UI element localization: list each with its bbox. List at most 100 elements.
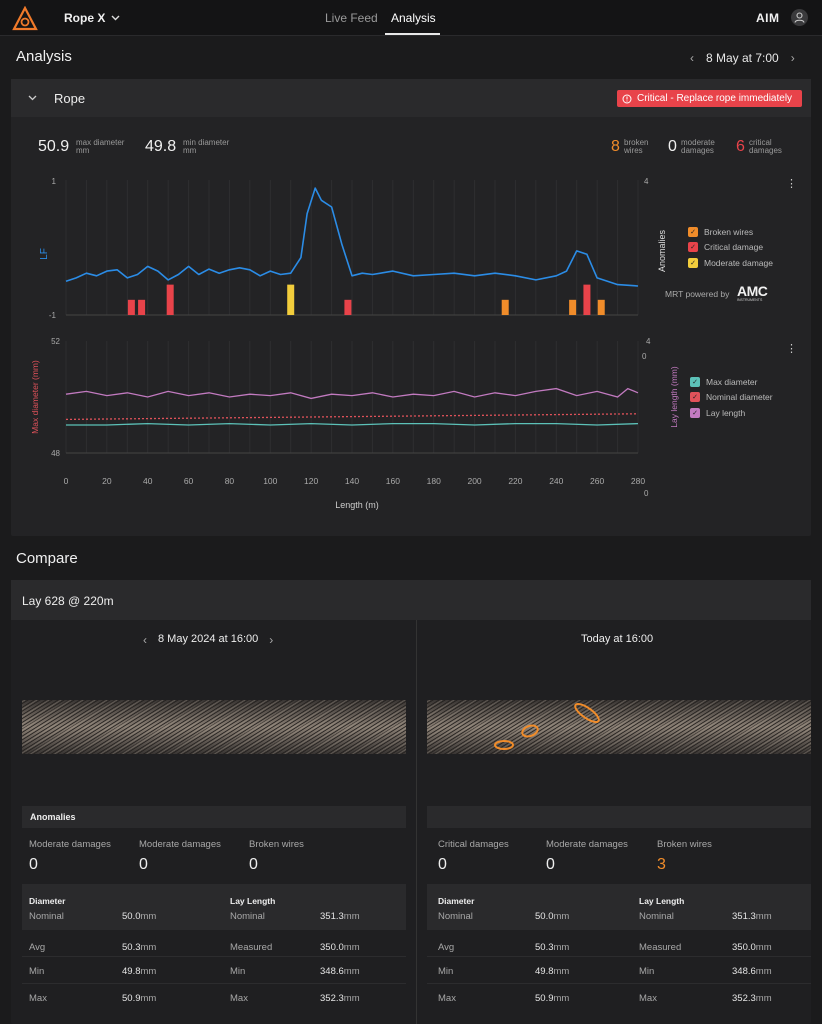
right-compare-date: Today at 16:00 xyxy=(581,633,654,645)
diameter-row-label: Avg xyxy=(29,942,46,953)
x-tick-label: 60 xyxy=(184,476,194,486)
tab-analysis[interactable]: Analysis xyxy=(391,11,436,25)
user-icon[interactable] xyxy=(791,9,808,26)
x-tick-label: 20 xyxy=(102,476,112,486)
right-stat-value: 3 xyxy=(657,856,666,873)
x-tick-label: 200 xyxy=(467,476,481,486)
critical-status-text: Critical - Replace rope immediately xyxy=(637,93,793,104)
left-stat-label: Moderate damages xyxy=(139,839,221,850)
anomaly-bar-broken xyxy=(569,299,577,315)
diameter-row-value: 50.9mm xyxy=(535,993,570,1004)
series-line-lay-length xyxy=(65,387,639,400)
rope-card-title: Rope xyxy=(54,91,86,106)
critical-damages-count: 6 xyxy=(736,138,745,155)
diameter-title: Diameter xyxy=(29,896,66,906)
diameter-row-value: 50.3mm xyxy=(122,942,157,953)
x-tick-label: 220 xyxy=(508,476,522,486)
legend-broken-wires[interactable]: ✓ Broken wires xyxy=(688,227,753,237)
broken-wires-count: 8 xyxy=(611,138,620,155)
legend-lay-length[interactable]: ✓ Lay length xyxy=(690,408,745,418)
row-divider xyxy=(22,956,406,957)
amc-logo: AMC xyxy=(737,283,768,299)
legend-moderate-damage[interactable]: ✓ Moderate damage xyxy=(688,258,773,268)
next-date-button[interactable]: › xyxy=(790,51,795,65)
lay-length-row-value: 348.6mm xyxy=(320,966,360,977)
y-tick-label: 48 xyxy=(51,449,60,458)
legend-max-diameter[interactable]: ✓ Max diameter xyxy=(690,377,758,387)
diameter-row-label: Avg xyxy=(438,942,455,953)
y2-tick-label: 4 xyxy=(646,337,651,346)
legend-critical-damage[interactable]: ✓ Critical damage xyxy=(688,242,763,252)
analysis-title: Analysis xyxy=(16,48,72,65)
logo-icon[interactable] xyxy=(12,6,38,32)
y2-tick-label: 4 xyxy=(644,177,649,186)
right-stat-label: Broken wires xyxy=(657,839,712,850)
x-tick-label: 160 xyxy=(386,476,400,486)
lay-length-row-label: Measured xyxy=(230,942,273,953)
lay-length-row-label: Max xyxy=(230,993,248,1004)
top-bar: Rope X Live Feed Analysis AIM xyxy=(0,0,822,36)
anomaly-bar-broken xyxy=(501,299,509,315)
lay-length-row-label: Nominal xyxy=(230,911,265,922)
diameter-row-label: Nominal xyxy=(29,911,64,922)
rope-name: Rope X xyxy=(64,11,106,25)
lay-length-row-label: Max xyxy=(639,993,657,1004)
lay-length-row-label: Nominal xyxy=(639,911,674,922)
tab-live-feed[interactable]: Live Feed xyxy=(325,11,378,25)
anomalies-title: Anomalies xyxy=(30,812,76,822)
y-tick-label: -1 xyxy=(49,311,57,320)
diameter-row-label: Max xyxy=(29,993,47,1004)
checkbox-icon: ✓ xyxy=(690,408,700,418)
y-tick-label: 52 xyxy=(51,337,60,346)
lay-length-row-value: 351.3mm xyxy=(732,911,772,922)
chevron-down-icon xyxy=(111,15,120,21)
checkbox-icon: ✓ xyxy=(688,242,698,252)
measure-strip-right xyxy=(427,884,811,930)
x-tick-label: 240 xyxy=(549,476,563,486)
anomaly-bar-broken xyxy=(597,299,605,315)
checkbox-icon: ✓ xyxy=(688,258,698,268)
chart2-menu-icon[interactable]: ⋮ xyxy=(786,343,797,355)
left-stat-value: 0 xyxy=(249,856,258,873)
lay-length-row-label: Min xyxy=(639,966,655,977)
diameter-row-value: 50.0mm xyxy=(122,911,157,922)
lay-position: Lay 628 @ 220m xyxy=(22,594,114,608)
lay-length-row-value: 351.3mm xyxy=(320,911,360,922)
prev-compare-date-button[interactable]: ‹ xyxy=(143,633,147,647)
checkbox-icon: ✓ xyxy=(690,392,700,402)
lay-length-row-value: 350.0mm xyxy=(732,942,772,953)
broken-wires-label: broken wires xyxy=(624,138,649,155)
damage-marker[interactable] xyxy=(521,724,539,739)
lay-length-row-value: 352.3mm xyxy=(320,993,360,1004)
max-diameter-value: 50.9 xyxy=(38,138,70,155)
chart1-menu-icon[interactable]: ⋮ xyxy=(786,178,797,190)
y2-tick-label: 0 xyxy=(644,489,649,498)
amc-logo-sub: INSTRUMENTS xyxy=(737,298,763,302)
left-compare-date: 8 May 2024 at 16:00 xyxy=(158,633,259,645)
anomalies-legend-title: Anomalies xyxy=(657,229,667,272)
moderate-damages-label: moderate damages xyxy=(681,138,715,155)
diameter-row-label: Min xyxy=(438,966,454,977)
row-divider xyxy=(427,983,811,984)
diameter-row-value: 50.9mm xyxy=(122,993,157,1004)
rope-image-left xyxy=(22,700,406,754)
x-axis-label: Length (m) xyxy=(335,500,379,510)
critical-damages-label: critical damages xyxy=(749,138,782,155)
left-stat-value: 0 xyxy=(139,856,148,873)
y-tick-label: 1 xyxy=(52,177,57,186)
left-stat-label: Broken wires xyxy=(249,839,304,850)
x-tick-label: 80 xyxy=(225,476,235,486)
critical-status-badge: Critical - Replace rope immediately xyxy=(617,90,802,107)
compare-header xyxy=(11,580,811,620)
damage-marker[interactable] xyxy=(573,701,602,725)
collapse-chevron-icon[interactable] xyxy=(28,95,37,101)
compare-divider xyxy=(416,620,417,1024)
damage-marker[interactable] xyxy=(494,740,514,750)
next-compare-date-button[interactable]: › xyxy=(269,633,274,647)
prev-date-button[interactable]: ‹ xyxy=(690,51,694,65)
analysis-date: 8 May at 7:00 xyxy=(706,51,779,65)
anomaly-bar-moderate xyxy=(287,284,295,315)
rope-selector[interactable]: Rope X xyxy=(64,11,120,25)
legend-nominal-diameter[interactable]: ✓ Nominal diameter xyxy=(690,392,773,402)
brand-logo: AIM xyxy=(756,11,780,25)
